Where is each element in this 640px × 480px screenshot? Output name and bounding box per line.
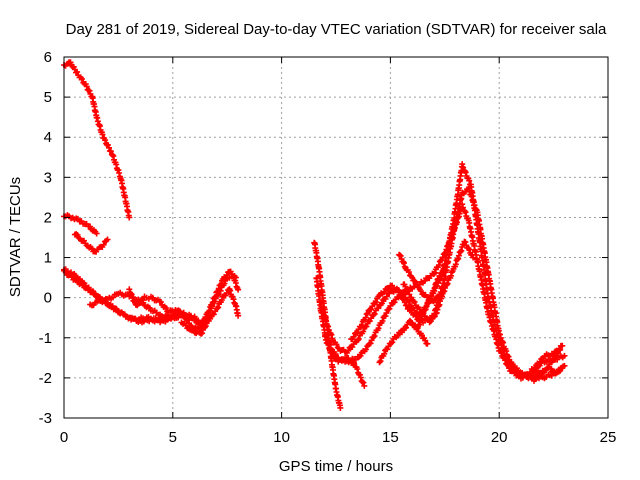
- series-markers: [413, 264, 448, 333]
- series-track-15: [396, 238, 477, 305]
- series-track-1: [61, 59, 133, 221]
- series-track-2: [61, 212, 100, 237]
- plot-area: [61, 59, 568, 411]
- y-tick-label: -2: [39, 370, 52, 387]
- x-tick-label: 25: [600, 429, 617, 446]
- y-tick-label: 2: [44, 209, 52, 226]
- series-markers: [528, 362, 568, 377]
- y-tick-label: 1: [44, 250, 52, 267]
- x-axis-label: GPS time / hours: [279, 458, 393, 475]
- y-tick-label: 6: [44, 49, 52, 66]
- series-track-7: [126, 286, 242, 337]
- series-track-12: [322, 333, 368, 389]
- series-markers: [126, 286, 242, 337]
- y-tick-label: 0: [44, 290, 52, 307]
- x-tick-label: 10: [273, 429, 290, 446]
- x-tick-label: 0: [60, 429, 68, 446]
- series-markers: [71, 231, 111, 255]
- series-track-17: [413, 264, 448, 333]
- series-track-8: [178, 268, 239, 334]
- grid: [64, 57, 608, 418]
- y-tick-label: -1: [39, 330, 52, 347]
- y-tick-label: 4: [44, 129, 52, 146]
- y-tick-label: 3: [44, 169, 52, 186]
- series-markers: [317, 185, 564, 384]
- series-track-3: [71, 231, 111, 255]
- tick-labels: 0 5 10 15 20 25 -3 -2 -1 0 1 2 3 4 5 6: [39, 49, 617, 446]
- series-track-19: [528, 362, 568, 377]
- series-track-11: [317, 185, 564, 384]
- x-tick-label: 5: [169, 429, 177, 446]
- series-markers: [61, 212, 100, 237]
- y-tick-label: 5: [44, 89, 52, 106]
- series-markers: [178, 268, 239, 334]
- series-markers: [348, 161, 566, 382]
- series-markers: [61, 59, 133, 221]
- y-tick-label: -3: [39, 410, 52, 427]
- x-tick-label: 15: [382, 429, 399, 446]
- x-tick-label: 20: [491, 429, 508, 446]
- series-markers: [322, 333, 368, 389]
- series-track-13: [348, 161, 566, 382]
- axis-ticks: [63, 56, 609, 419]
- chart-title: Day 281 of 2019, Sidereal Day-to-day VTE…: [66, 21, 607, 38]
- plot-border: [63, 56, 609, 419]
- series-markers: [396, 238, 477, 305]
- y-axis-label: SDTVAR / TECUs: [7, 177, 24, 297]
